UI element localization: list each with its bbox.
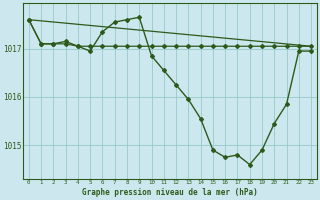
X-axis label: Graphe pression niveau de la mer (hPa): Graphe pression niveau de la mer (hPa)	[82, 188, 258, 197]
